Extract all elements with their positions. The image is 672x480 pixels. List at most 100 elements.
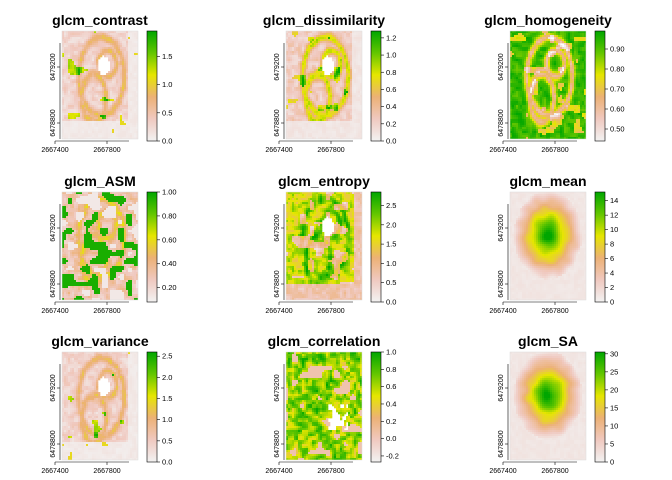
- raster-cell: [108, 41, 111, 44]
- raster-cell: [356, 91, 359, 94]
- raster-cell: [118, 135, 121, 138]
- raster-cell: [294, 135, 297, 138]
- raster-cell: [102, 129, 105, 132]
- raster-cell: [62, 35, 65, 38]
- raster-cell: [318, 77, 321, 80]
- raster-cell: [98, 109, 101, 112]
- raster-cell: [322, 85, 325, 88]
- raster-cell: [350, 113, 353, 116]
- raster-cell: [338, 121, 341, 124]
- raster-cell: [582, 73, 585, 76]
- raster-cell: [530, 59, 533, 62]
- raster-cell: [304, 35, 307, 38]
- raster-cell: [78, 127, 81, 130]
- raster-cell: [296, 45, 299, 48]
- raster-cell: [294, 97, 297, 100]
- raster-cell: [116, 85, 119, 88]
- raster-cell: [530, 69, 533, 72]
- raster-cell: [68, 85, 71, 88]
- raster-cell: [340, 123, 343, 126]
- raster-cell: [136, 33, 138, 36]
- raster-cell: [578, 39, 581, 42]
- raster-cell: [78, 131, 81, 134]
- raster-cell: [132, 125, 135, 128]
- raster-cell: [112, 47, 115, 50]
- raster-cell: [344, 97, 347, 100]
- raster-cell: [534, 75, 537, 78]
- raster-cell: [560, 75, 563, 78]
- raster-cell: [342, 99, 345, 102]
- raster-cell: [126, 121, 129, 124]
- raster-cell: [312, 47, 315, 50]
- raster-cell: [68, 123, 71, 126]
- raster-cell: [80, 63, 83, 66]
- raster-cell: [560, 39, 563, 42]
- raster-cell: [106, 105, 109, 108]
- raster-cell: [312, 117, 315, 120]
- raster-cell: [102, 101, 105, 104]
- raster-cell: [120, 87, 123, 90]
- raster-cell: [78, 55, 81, 58]
- raster-cell: [306, 115, 309, 118]
- raster-cell: [318, 63, 321, 66]
- raster-cell: [514, 47, 517, 50]
- raster-cell: [78, 59, 81, 62]
- raster-cell: [298, 61, 301, 64]
- raster-cell: [78, 133, 81, 136]
- raster-cell: [74, 57, 77, 60]
- raster-cell: [548, 57, 551, 60]
- raster-cell: [358, 135, 361, 138]
- raster-cell: [302, 67, 305, 70]
- raster-cell: [64, 107, 67, 110]
- raster-cell: [316, 59, 319, 62]
- raster-cell: [534, 59, 537, 62]
- raster-cell: [332, 123, 335, 126]
- raster-cell: [552, 59, 555, 62]
- raster-cell: [538, 57, 541, 60]
- raster-cell: [334, 83, 337, 86]
- raster-cell: [358, 31, 361, 34]
- raster-cell: [328, 103, 331, 106]
- raster-cell: [102, 125, 105, 128]
- raster-cell: [328, 133, 331, 136]
- raster-cell: [294, 95, 297, 98]
- raster-cell: [286, 65, 289, 68]
- raster-cell: [136, 39, 138, 42]
- raster-cell: [314, 57, 317, 60]
- raster-cell: [68, 49, 71, 52]
- raster-cell: [132, 67, 135, 70]
- raster-cell: [544, 47, 547, 50]
- raster-cell: [300, 109, 303, 112]
- raster-cell: [106, 99, 109, 102]
- raster-cell: [322, 87, 325, 90]
- raster-cell: [126, 57, 129, 60]
- raster-cell: [582, 61, 585, 64]
- raster-cell: [106, 73, 109, 76]
- raster-cell: [68, 65, 71, 68]
- raster-cell: [96, 73, 99, 76]
- raster-cell: [88, 69, 91, 72]
- raster-cell: [306, 77, 309, 80]
- raster-cell: [538, 31, 541, 34]
- raster-cell: [118, 55, 121, 58]
- raster-cell: [340, 71, 343, 74]
- raster-cell: [136, 109, 138, 112]
- raster-cell: [286, 35, 289, 38]
- raster-cell: [360, 131, 362, 134]
- raster-cell: [342, 31, 345, 34]
- raster-cell: [308, 89, 311, 92]
- raster-cell: [336, 83, 339, 86]
- raster-cell: [70, 135, 73, 138]
- raster-cell: [120, 69, 123, 72]
- raster-cell: [106, 41, 109, 44]
- raster-cell: [130, 99, 133, 102]
- raster-cell: [548, 43, 551, 46]
- raster-cell: [320, 135, 323, 138]
- raster-cell: [306, 61, 309, 64]
- raster-cell: [554, 51, 557, 54]
- raster-cell: [122, 81, 125, 84]
- raster-cell: [360, 49, 362, 52]
- raster-cell: [302, 33, 305, 36]
- raster-cell: [352, 65, 355, 68]
- raster-cell: [556, 35, 559, 38]
